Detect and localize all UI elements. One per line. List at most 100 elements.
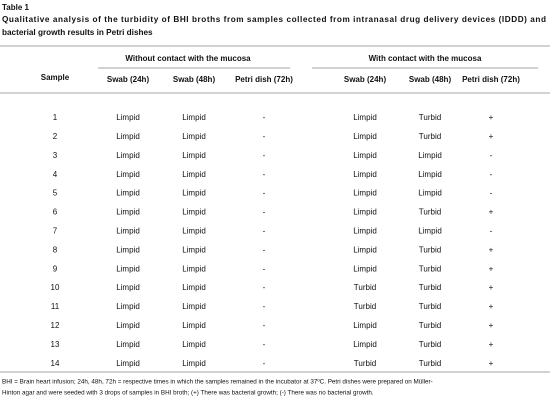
table-cell: -: [490, 151, 493, 160]
table-cell: +: [489, 340, 494, 349]
table-cell: Limpid: [182, 132, 206, 141]
table-cell: +: [489, 321, 494, 330]
table-cell: 1: [53, 113, 58, 122]
table-cell: +: [489, 302, 494, 311]
table-cell: Limpid: [182, 321, 206, 330]
table-cell: Limpid: [182, 189, 206, 198]
table-cell: 3: [53, 151, 58, 160]
caption-line: bacterial growth results in Petri dishes: [2, 28, 153, 37]
table-cell: Limpid: [116, 264, 140, 273]
table-cell: Limpid: [116, 132, 140, 141]
column-header: Petri dish (72h): [235, 75, 293, 84]
table-cell: Limpid: [116, 189, 140, 198]
table-cell: 6: [53, 208, 58, 217]
table-cell: -: [263, 113, 266, 122]
table-cell: 8: [53, 245, 58, 254]
table-cell: 11: [51, 302, 60, 311]
table-cell: 4: [53, 170, 58, 179]
table-cell: -: [263, 227, 266, 236]
table-cell: -: [263, 170, 266, 179]
table-cell: Limpid: [116, 283, 140, 292]
table-cell: Turbid: [419, 340, 441, 349]
table-cell: -: [263, 359, 266, 368]
table-cell: Limpid: [116, 151, 140, 160]
table-cell: Limpid: [182, 359, 206, 368]
table-cell: 2: [53, 132, 58, 141]
table-cell: +: [489, 264, 494, 273]
table-cell: Limpid: [182, 264, 206, 273]
table-cell: Turbid: [419, 321, 441, 330]
table-cell: Limpid: [182, 302, 206, 311]
table-cell: Limpid: [116, 113, 140, 122]
column-header: Sample: [41, 73, 70, 82]
table-cell: Limpid: [182, 227, 206, 236]
table-cell: -: [263, 189, 266, 198]
table-cell: Limpid: [116, 321, 140, 330]
table-cell: -: [263, 264, 266, 273]
table-cell: +: [489, 245, 494, 254]
table-cell: Limpid: [353, 170, 377, 179]
table-cell: Limpid: [353, 189, 377, 198]
footnote-line: Hinton agar and were seeded with 3 drops…: [2, 390, 374, 397]
table-cell: Limpid: [116, 208, 140, 217]
table-cell: Limpid: [116, 227, 140, 236]
table-cell: Limpid: [116, 302, 140, 311]
table-cell: Limpid: [182, 170, 206, 179]
table-cell: 7: [53, 227, 58, 236]
table-cell: +: [489, 132, 494, 141]
table-cell: -: [490, 170, 493, 179]
table-cell: Limpid: [418, 227, 442, 236]
table-cell: Turbid: [354, 359, 376, 368]
table-cell: -: [263, 208, 266, 217]
table-cell: Limpid: [182, 245, 206, 254]
table-cell: Turbid: [354, 302, 376, 311]
table-cell: Limpid: [116, 340, 140, 349]
column-header: Swab (24h): [344, 75, 387, 84]
table-cell: Limpid: [353, 340, 377, 349]
table-cell: Limpid: [353, 132, 377, 141]
table-cell: 14: [51, 359, 60, 368]
column-header: Swab (48h): [409, 75, 452, 84]
table-cell: Limpid: [418, 189, 442, 198]
caption-line: Qualitative analysis of the turbidity of…: [2, 15, 546, 24]
table-cell: -: [490, 189, 493, 198]
table-cell: Limpid: [116, 170, 140, 179]
column-header: Swab (24h): [107, 75, 150, 84]
table-cell: +: [489, 283, 494, 292]
table-cell: -: [263, 321, 266, 330]
table-cell: +: [489, 208, 494, 217]
table-cell: 10: [51, 283, 60, 292]
table-cell: Limpid: [182, 208, 206, 217]
group-header: Without contact with the mucosa: [125, 54, 251, 63]
table-cell: Turbid: [419, 132, 441, 141]
table-cell: Limpid: [353, 264, 377, 273]
table-cell: -: [263, 132, 266, 141]
table-cell: +: [489, 359, 494, 368]
table-cell: Turbid: [419, 359, 441, 368]
table-cell: Limpid: [116, 359, 140, 368]
table-title: Table 1: [2, 3, 30, 12]
table-cell: 12: [51, 321, 60, 330]
table-cell: Turbid: [419, 245, 441, 254]
table-cell: Limpid: [418, 151, 442, 160]
table-cell: Turbid: [419, 113, 441, 122]
table-cell: -: [263, 340, 266, 349]
table-cell: 9: [53, 264, 58, 273]
table-cell: Limpid: [353, 245, 377, 254]
column-header: Swab (48h): [173, 75, 216, 84]
table-cell: Limpid: [182, 340, 206, 349]
group-header: With contact with the mucosa: [369, 54, 482, 63]
table-cell: Limpid: [418, 170, 442, 179]
table-cell: Limpid: [353, 227, 377, 236]
table-cell: Turbid: [419, 283, 441, 292]
table-cell: Turbid: [419, 264, 441, 273]
table-cell: Limpid: [182, 113, 206, 122]
table-cell: -: [263, 245, 266, 254]
table-cell: Turbid: [354, 283, 376, 292]
table-cell: -: [263, 283, 266, 292]
table-cell: -: [263, 151, 266, 160]
table-cell: Limpid: [353, 208, 377, 217]
table-cell: 5: [53, 189, 58, 198]
